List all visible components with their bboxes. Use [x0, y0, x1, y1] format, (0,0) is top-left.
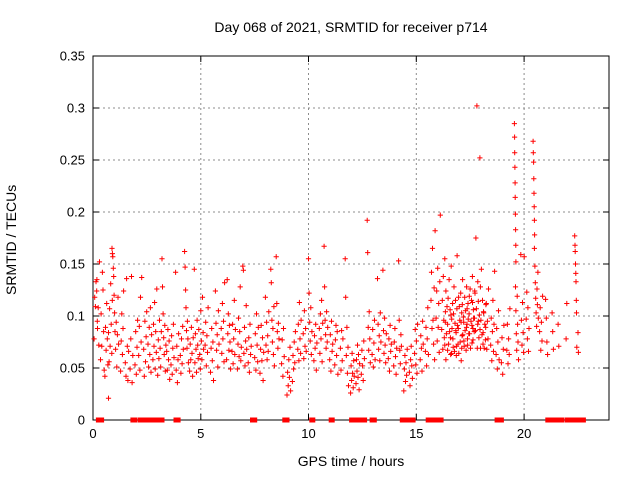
y-tick-label: 0.15 — [60, 257, 85, 272]
y-tick-label: 0.05 — [60, 361, 85, 376]
y-tick-label: 0.3 — [67, 101, 85, 116]
y-tick-label: 0.2 — [67, 205, 85, 220]
x-tick-label: 15 — [409, 426, 423, 441]
y-tick-label: 0 — [78, 413, 85, 428]
chart-title: Day 068 of 2021, SRMTID for receiver p71… — [214, 19, 488, 35]
y-tick-label: 0.25 — [60, 153, 85, 168]
x-tick-label: 0 — [89, 426, 96, 441]
scatter-points — [91, 103, 581, 401]
x-tick-label: 5 — [197, 426, 204, 441]
y-tick-label: 0.1 — [67, 309, 85, 324]
x-tick-label: 10 — [301, 426, 315, 441]
x-axis-label: GPS time / hours — [297, 453, 405, 469]
zero-value-marks — [95, 417, 586, 423]
x-tick-label: 20 — [517, 426, 531, 441]
y-tick-label: 0.35 — [60, 49, 85, 64]
